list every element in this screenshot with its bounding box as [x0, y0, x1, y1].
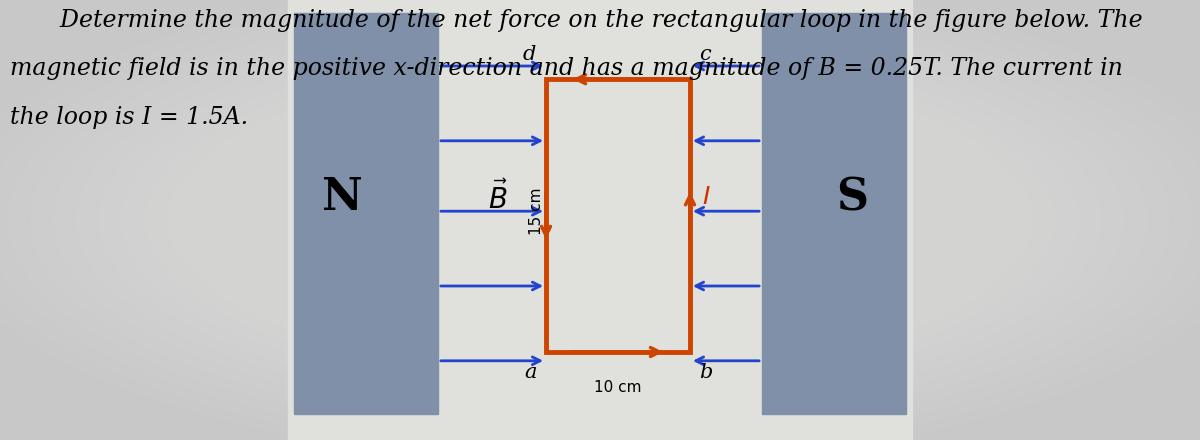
Text: Determine the magnitude of the net force on the rectangular loop in the figure b: Determine the magnitude of the net force…: [30, 9, 1142, 32]
Text: the loop is I = 1.5A.: the loop is I = 1.5A.: [10, 106, 247, 128]
Text: S: S: [836, 176, 868, 220]
Text: b: b: [700, 363, 713, 382]
Text: $\vec{B}$: $\vec{B}$: [488, 181, 508, 215]
Text: $I$: $I$: [702, 187, 710, 209]
Text: d: d: [523, 45, 536, 64]
Text: 15 cm: 15 cm: [529, 187, 544, 235]
Text: 10 cm: 10 cm: [594, 380, 642, 395]
Bar: [288, 0, 912, 440]
Bar: [294, 13, 438, 414]
Text: N: N: [322, 176, 362, 220]
Bar: [762, 13, 906, 414]
Text: c: c: [700, 45, 712, 64]
Text: a: a: [524, 363, 536, 382]
Text: magnetic field is in the positive x-direction and has a magnitude of B = 0.25T. : magnetic field is in the positive x-dire…: [10, 57, 1122, 80]
Bar: [546, 79, 690, 352]
